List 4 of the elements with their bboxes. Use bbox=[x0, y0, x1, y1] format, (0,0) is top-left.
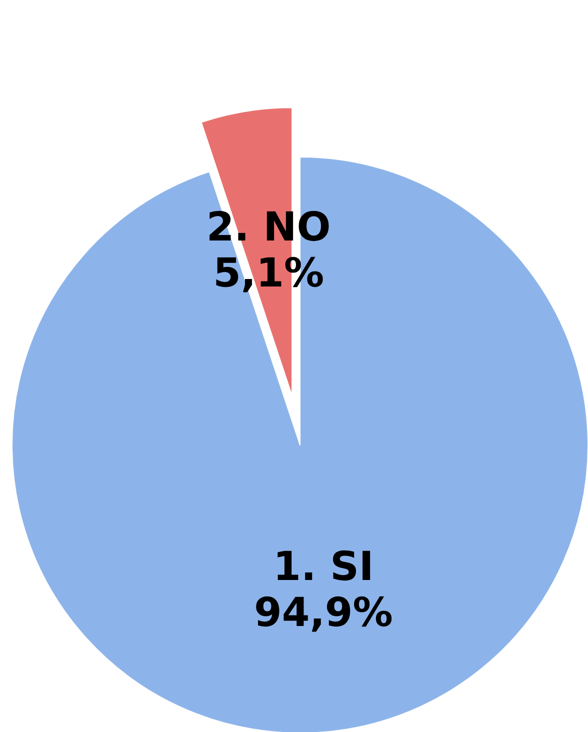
data-label: 94,9% bbox=[254, 590, 393, 636]
slice-label: 2. NO bbox=[206, 204, 331, 251]
data-label: 5,1% bbox=[213, 250, 324, 297]
slice-label: 1. SI bbox=[273, 544, 374, 590]
